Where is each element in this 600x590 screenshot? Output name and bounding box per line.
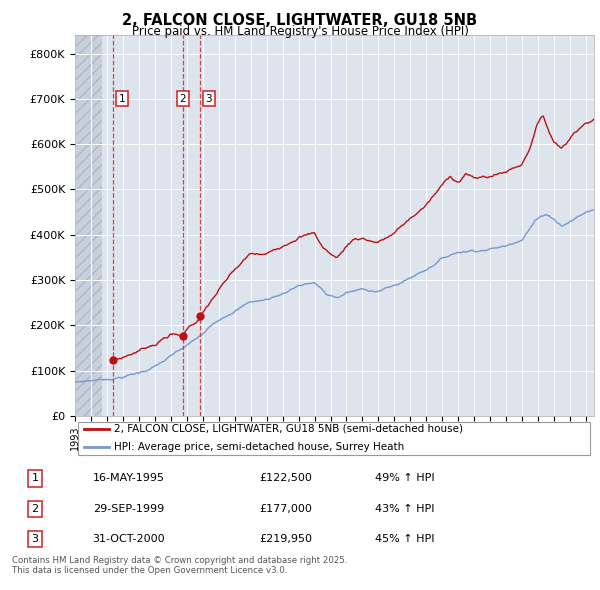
Text: HPI: Average price, semi-detached house, Surrey Heath: HPI: Average price, semi-detached house,… xyxy=(114,442,404,453)
Text: 1: 1 xyxy=(118,94,125,104)
Text: 16-MAY-1995: 16-MAY-1995 xyxy=(92,474,164,483)
Text: Price paid vs. HM Land Registry's House Price Index (HPI): Price paid vs. HM Land Registry's House … xyxy=(131,25,469,38)
Text: 49% ↑ HPI: 49% ↑ HPI xyxy=(375,474,434,483)
Text: 2, FALCON CLOSE, LIGHTWATER, GU18 5NB: 2, FALCON CLOSE, LIGHTWATER, GU18 5NB xyxy=(122,13,478,28)
Text: 29-SEP-1999: 29-SEP-1999 xyxy=(92,504,164,514)
Text: 31-OCT-2000: 31-OCT-2000 xyxy=(92,534,165,544)
Text: 43% ↑ HPI: 43% ↑ HPI xyxy=(375,504,434,514)
Text: £177,000: £177,000 xyxy=(260,504,313,514)
Text: 2: 2 xyxy=(31,504,38,514)
Text: 45% ↑ HPI: 45% ↑ HPI xyxy=(375,534,434,544)
Text: £122,500: £122,500 xyxy=(260,474,313,483)
Text: Contains HM Land Registry data © Crown copyright and database right 2025.
This d: Contains HM Land Registry data © Crown c… xyxy=(12,556,347,575)
Text: 2: 2 xyxy=(179,94,186,104)
Text: 1: 1 xyxy=(32,474,38,483)
Text: 3: 3 xyxy=(32,534,38,544)
FancyBboxPatch shape xyxy=(77,422,590,455)
Text: £219,950: £219,950 xyxy=(260,534,313,544)
Text: 2, FALCON CLOSE, LIGHTWATER, GU18 5NB (semi-detached house): 2, FALCON CLOSE, LIGHTWATER, GU18 5NB (s… xyxy=(114,424,463,434)
Text: 3: 3 xyxy=(206,94,212,104)
